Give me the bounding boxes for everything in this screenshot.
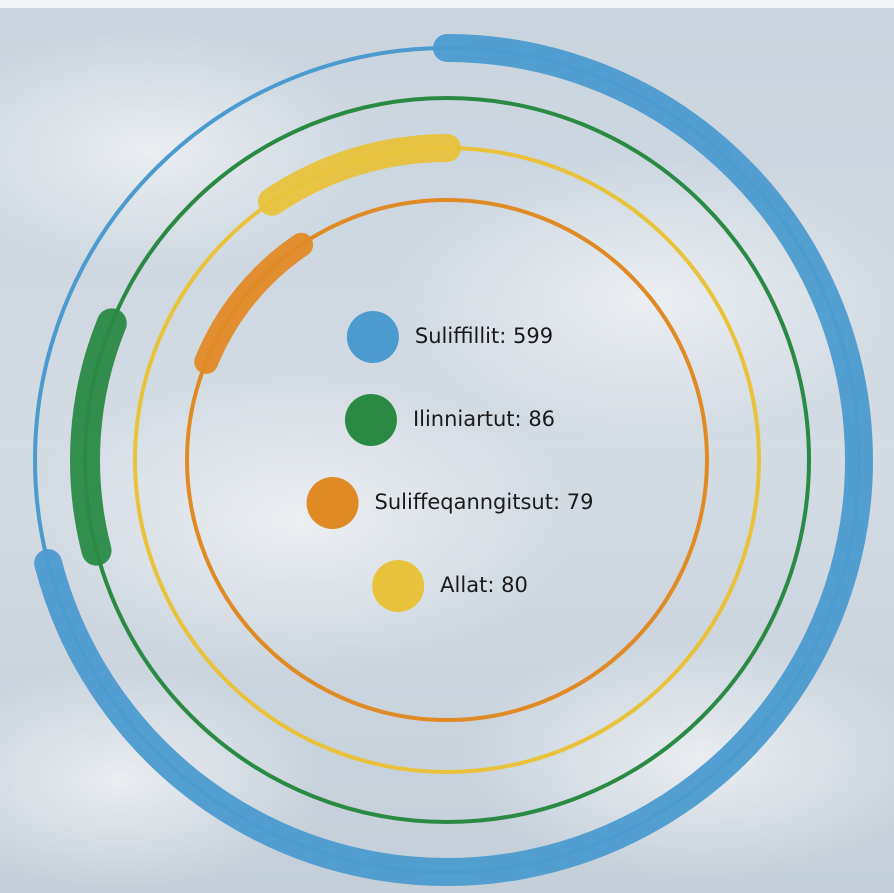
legend-label: Suliffillit: 599 — [415, 324, 553, 348]
legend-value: 79 — [567, 490, 594, 514]
legend-item: Ilinniartut: 86 — [344, 394, 555, 446]
legend-swatch — [372, 560, 425, 612]
ring-arc — [194, 232, 314, 374]
ring-arc — [34, 34, 873, 886]
legend-name: Suliffillit — [415, 324, 499, 348]
legend-value: 86 — [528, 407, 555, 431]
legend-label: Ilinniartut: 86 — [413, 407, 555, 431]
legend-name: Suliffeqanngitsut — [375, 490, 553, 514]
legend: Suliffillit: 599 Ilinniartut: 86 Suliffeqa… — [306, 311, 594, 612]
legend-value: 80 — [501, 573, 528, 597]
legend-item: Suliffeqanngitsut: 79 — [306, 477, 594, 529]
legend-label: Allat: 80 — [440, 573, 528, 597]
legend-name: Ilinniartut — [413, 407, 515, 431]
legend-item: Allat: 80 — [372, 560, 528, 612]
ring-arc — [70, 308, 127, 566]
legend-name: Allat — [440, 573, 487, 597]
legend-swatch — [306, 477, 359, 529]
legend-swatch — [344, 394, 397, 446]
ring-track — [185, 198, 709, 722]
rings — [33, 34, 873, 886]
legend-swatch — [346, 311, 399, 363]
legend-value: 599 — [513, 324, 553, 348]
legend-label: Suliffeqanngitsut: 79 — [375, 490, 594, 514]
ring-arc — [257, 134, 461, 216]
legend-item: Suliffillit: 599 — [346, 311, 553, 363]
